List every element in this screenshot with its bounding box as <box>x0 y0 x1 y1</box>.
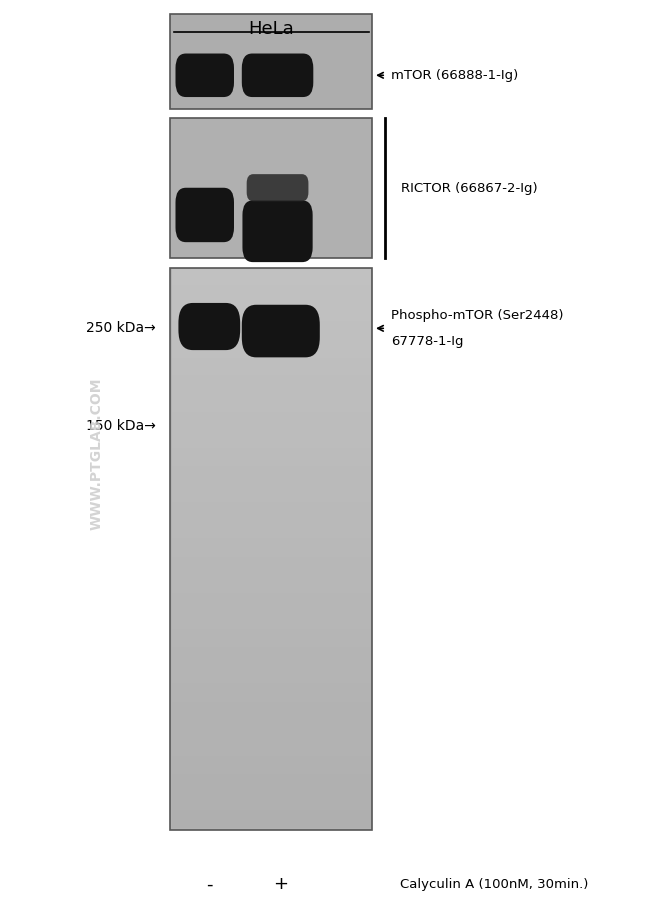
Text: 150 kDa→: 150 kDa→ <box>86 419 156 434</box>
FancyBboxPatch shape <box>242 200 313 262</box>
FancyBboxPatch shape <box>176 54 234 97</box>
FancyBboxPatch shape <box>242 54 313 97</box>
Text: Calyculin A (100nM, 30min.): Calyculin A (100nM, 30min.) <box>400 878 588 891</box>
Text: Phospho-mTOR (Ser2448): Phospho-mTOR (Ser2448) <box>391 309 564 322</box>
FancyBboxPatch shape <box>178 303 240 350</box>
FancyBboxPatch shape <box>242 305 320 357</box>
FancyBboxPatch shape <box>176 188 234 242</box>
Bar <box>170 118 372 258</box>
Text: 250 kDa→: 250 kDa→ <box>86 321 156 336</box>
Text: mTOR (66888-1-Ig): mTOR (66888-1-Ig) <box>391 69 519 82</box>
Bar <box>170 268 372 830</box>
Text: HeLa: HeLa <box>248 20 294 38</box>
Text: WWW.PTGLAB.COM: WWW.PTGLAB.COM <box>89 377 103 530</box>
Text: RICTOR (66867-2-Ig): RICTOR (66867-2-Ig) <box>401 181 538 195</box>
Text: +: + <box>273 875 289 893</box>
FancyBboxPatch shape <box>247 174 309 201</box>
Text: -: - <box>206 875 213 893</box>
Text: 67778-1-Ig: 67778-1-Ig <box>391 335 464 347</box>
Bar <box>170 14 372 109</box>
